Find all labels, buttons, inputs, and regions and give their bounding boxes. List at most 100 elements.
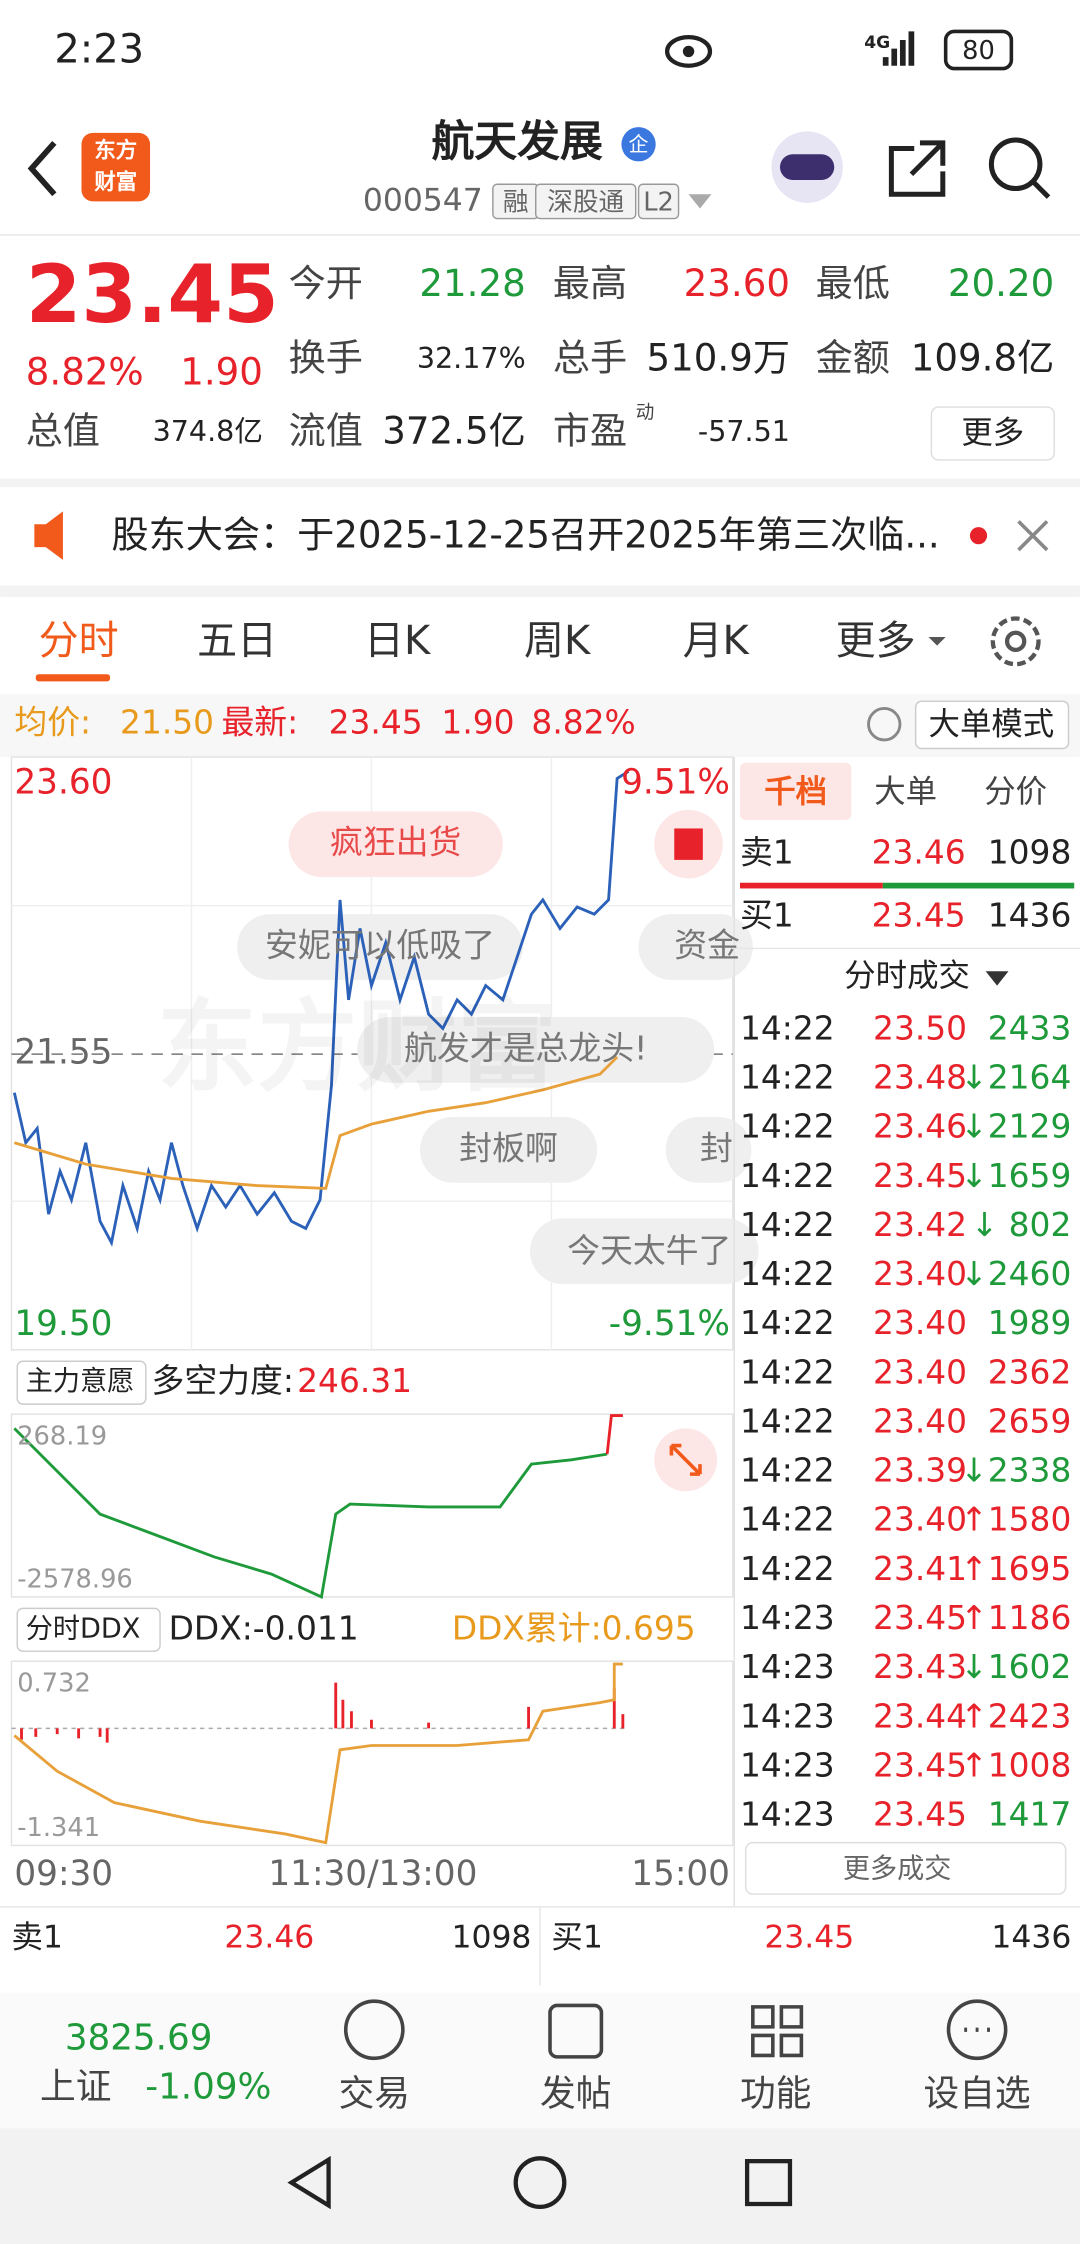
more-trades-label[interactable]: 更多成交: [843, 1853, 951, 1884]
x-label: 15:00: [631, 1854, 730, 1894]
more-button-label[interactable]: 更多: [961, 415, 1024, 451]
price-line: [12, 770, 630, 1247]
ddx-value: DDX:-0.011: [169, 1609, 359, 1647]
bottom-nav-bg: [0, 1992, 1080, 2129]
function-icon[interactable]: [751, 2005, 804, 2058]
trade-time: 14:22: [740, 1059, 835, 1097]
danmaku-text[interactable]: 资金: [674, 927, 740, 965]
chart-tab[interactable]: 周K: [524, 618, 592, 664]
chart-tab[interactable]: 更多: [836, 618, 916, 664]
stat-label: 换手: [289, 336, 363, 379]
trade-volume: 1417: [988, 1796, 1072, 1834]
pct-top: 9.51%: [621, 763, 730, 803]
danmaku-bubbles: [237, 809, 759, 1285]
latest-change-pct: 8.82%: [531, 704, 635, 742]
settings-icon[interactable]: [990, 616, 1041, 667]
side-tab[interactable]: 千档: [764, 774, 827, 810]
book-volume: 1436: [991, 1919, 1071, 1955]
dropdown-icon: [985, 971, 1009, 986]
trade-price: 23.40: [873, 1402, 967, 1440]
stat-value: 510.9万: [647, 336, 790, 379]
y-top: 23.60: [14, 763, 112, 803]
latest-label: 最新:: [221, 704, 298, 742]
avg-label: 均价:: [14, 704, 91, 742]
y-bottom: 19.50: [14, 1304, 112, 1344]
mode-label[interactable]: 大单模式: [929, 707, 1055, 743]
danmaku-text[interactable]: 疯狂出货: [330, 824, 461, 862]
stat-value: 21.28: [419, 262, 525, 305]
share-icon[interactable]: [888, 140, 946, 197]
nav-recent[interactable]: [744, 2159, 793, 2207]
post-icon[interactable]: [548, 2003, 604, 2059]
stock-tag-bg: [535, 183, 637, 220]
index-change: -1.09%: [145, 2066, 271, 2107]
nav-item[interactable]: 发帖: [540, 2073, 611, 2114]
indicator-name[interactable]: 主力意愿: [26, 1366, 135, 1397]
indicator-select[interactable]: [16, 1360, 147, 1405]
stat-value: 109.8亿: [911, 336, 1054, 379]
trade-price: 23.41: [873, 1550, 967, 1588]
danmaku-text[interactable]: 今天太牛了: [567, 1232, 731, 1270]
more-trades-button[interactable]: [744, 1841, 1067, 1895]
more-button[interactable]: [930, 406, 1055, 461]
side-tab-active[interactable]: [739, 762, 852, 820]
notice-text[interactable]: 股东大会：于2025-12-25召开2025年第三次临...: [111, 514, 939, 557]
nav-home[interactable]: [513, 2156, 567, 2210]
trade-time: 14:22: [740, 1452, 835, 1490]
nav-back[interactable]: [287, 2155, 331, 2210]
x-label: 11:30/13:00: [268, 1854, 477, 1894]
nav-item[interactable]: 交易: [339, 2073, 410, 2114]
trade-icon[interactable]: [343, 1999, 405, 2061]
trade-time: 14:23: [740, 1648, 835, 1686]
back-icon[interactable]: [27, 140, 57, 197]
index-value[interactable]: 3825.69: [65, 2018, 213, 2059]
nav-item[interactable]: 功能: [740, 2073, 811, 2114]
trade-time: 14:22: [740, 1304, 835, 1342]
stat-value: 374.8亿: [153, 414, 263, 448]
chart-tab[interactable]: 月K: [683, 618, 751, 664]
mode-button[interactable]: [914, 700, 1070, 750]
indicator-name[interactable]: 分时DDX: [26, 1613, 141, 1644]
latest-change: 1.90: [441, 704, 514, 742]
danmaku-text[interactable]: 航发才是总龙头!: [404, 1029, 647, 1067]
stock-tag-bg: [637, 183, 680, 220]
book-price: 23.46: [224, 1919, 314, 1955]
chart-tab[interactable]: 分时: [39, 618, 119, 664]
buy1-price: 23.45: [872, 897, 966, 935]
chart-tab[interactable]: 日K: [364, 618, 432, 664]
trade-volume: 1989: [988, 1304, 1072, 1342]
book-label: 卖1: [11, 1919, 62, 1955]
trades-title[interactable]: 分时成交: [844, 958, 970, 994]
trade-price: 23.45: [873, 1157, 967, 1195]
trade-volume: ↓1602: [960, 1648, 1071, 1686]
chart-tab[interactable]: 五日: [197, 618, 277, 664]
trade-price: 23.45: [873, 1746, 967, 1784]
trade-volume: ↑1186: [960, 1599, 1071, 1637]
book-label: 买1: [551, 1919, 602, 1955]
danmaku-text[interactable]: 封: [700, 1129, 733, 1167]
trade-volume: ↓2460: [960, 1255, 1071, 1293]
close-icon[interactable]: [1017, 520, 1049, 552]
search-icon[interactable]: [988, 137, 1043, 192]
watchlist-icon[interactable]: [946, 1999, 1008, 2061]
danmaku-text[interactable]: 封板啊: [459, 1129, 558, 1167]
side-tab[interactable]: 分价: [984, 774, 1047, 810]
logo: [81, 132, 151, 202]
trade-price: 23.43: [873, 1648, 967, 1686]
average-line: [13, 1055, 619, 1190]
help-icon[interactable]: [867, 707, 902, 742]
indicator-select[interactable]: [16, 1607, 161, 1652]
status-battery: 80: [962, 36, 995, 66]
side-tab[interactable]: 大单: [874, 774, 937, 810]
dropdown-icon[interactable]: [688, 194, 712, 209]
trade-time: 14:22: [740, 1108, 835, 1146]
nav-item[interactable]: 设自选: [924, 2073, 1031, 2114]
trade-price: 23.45: [873, 1796, 967, 1834]
battery-icon: [943, 29, 1014, 71]
danmaku-text[interactable]: 安妮可以低吸了: [265, 927, 495, 965]
x-label: 09:30: [14, 1854, 113, 1894]
